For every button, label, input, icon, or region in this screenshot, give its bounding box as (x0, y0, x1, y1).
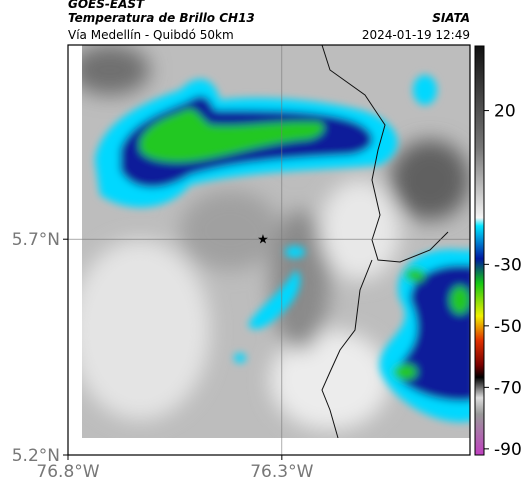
colorbar-label: -50 (494, 317, 522, 337)
colorbar-label: -70 (494, 378, 522, 398)
route: Vía Medellín - Quibdó 50km (68, 28, 234, 42)
colorbar-label: -30 (494, 255, 522, 275)
date: 2024-01-19 12:49 (362, 28, 470, 42)
city-marker: ★ (257, 233, 269, 248)
colorbar-label: -90 (494, 440, 522, 460)
y-tick-label: 5.7°N (12, 230, 60, 250)
subtitle: Temperatura de Brillo CH13 (68, 11, 255, 25)
satellite-image (82, 45, 470, 438)
colorbar (474, 45, 485, 456)
x-tick-label: 76.8°W (36, 462, 99, 482)
title: GOES-EAST (68, 0, 145, 11)
y-tick-label: 5.2°N (12, 446, 60, 466)
source: SIATA (432, 11, 470, 25)
border (321, 45, 449, 438)
x-tick-label: 76.3°W (250, 462, 313, 482)
colorbar-label: 20 (494, 102, 516, 122)
map-frame (67, 44, 471, 456)
